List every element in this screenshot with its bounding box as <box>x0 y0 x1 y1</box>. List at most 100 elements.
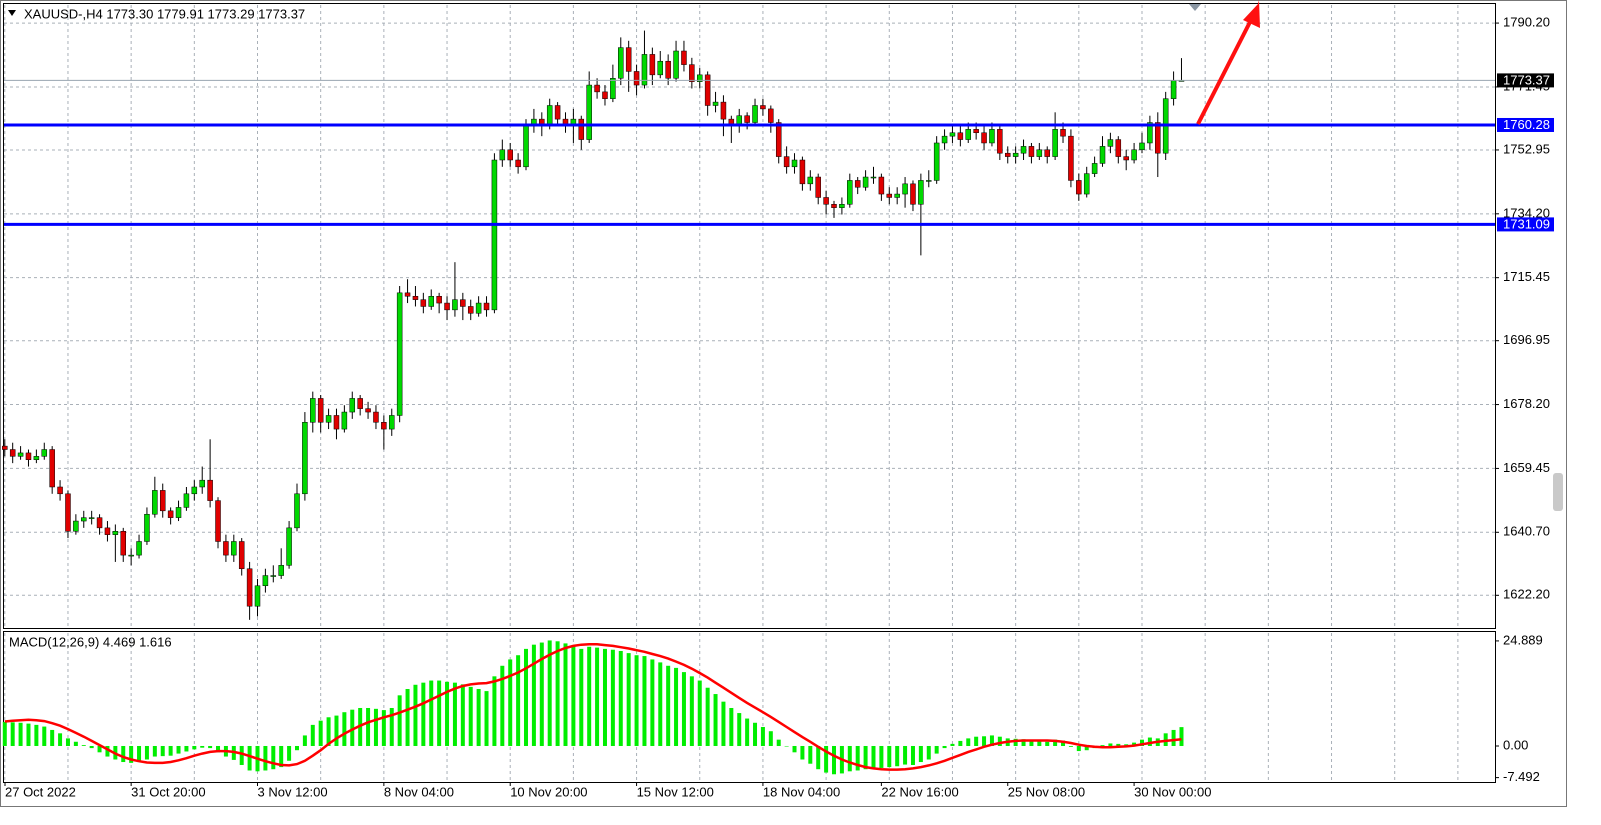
macd-bar <box>729 707 734 746</box>
macd-bar <box>650 659 655 746</box>
candle-body <box>88 517 95 519</box>
candle-body <box>41 449 48 457</box>
macd-bar <box>1076 745 1081 752</box>
macd-bar <box>413 684 418 746</box>
x-tick-label: 10 Nov 20:00 <box>510 784 587 799</box>
macd-pane <box>3 631 1496 783</box>
candle-body <box>649 54 656 76</box>
macd-bar <box>326 717 331 746</box>
candle-body <box>625 47 632 72</box>
candle-body <box>57 486 63 495</box>
candle-body <box>854 180 861 188</box>
candle-body <box>1091 163 1098 174</box>
candle-body <box>554 105 561 120</box>
level-label: 1760.28 <box>1503 117 1550 132</box>
macd-bar <box>863 745 868 770</box>
candle-body <box>73 520 79 532</box>
macd-bar <box>571 645 576 746</box>
candle-body <box>223 541 229 556</box>
candle-body <box>894 193 900 198</box>
macd-bar <box>816 745 821 770</box>
candle-body <box>957 132 964 140</box>
candle-body <box>499 149 506 161</box>
candle-body <box>365 408 371 413</box>
macd-bar <box>934 745 939 754</box>
candle-body <box>1115 139 1122 157</box>
macd-bar <box>689 676 694 746</box>
candle-body <box>460 299 466 307</box>
macd-bar <box>824 745 829 773</box>
macd-bar <box>121 745 126 763</box>
macd-bar <box>381 710 386 746</box>
macd-bar <box>618 650 623 746</box>
candle-body <box>768 108 774 123</box>
macd-bar <box>429 680 434 746</box>
macd-bar <box>184 745 189 752</box>
macd-bar <box>595 647 600 746</box>
candle-body <box>720 101 727 120</box>
candle-body <box>246 568 253 607</box>
candle-body <box>949 132 956 137</box>
macd-bar <box>713 694 718 746</box>
level-label: 1731.09 <box>1503 216 1550 231</box>
macd-bar <box>942 745 947 749</box>
candle-body <box>475 302 482 314</box>
candle-body <box>444 302 450 311</box>
candle-body <box>81 517 87 522</box>
macd-bar <box>832 745 837 775</box>
candle-body <box>775 122 782 157</box>
macd-bar <box>10 722 15 746</box>
macd-bar <box>168 745 173 756</box>
macd-bar <box>18 722 23 746</box>
candle-body <box>926 180 932 182</box>
candle-body <box>791 159 798 168</box>
macd-bar <box>524 648 529 746</box>
macd-bar <box>192 745 197 750</box>
candle-body <box>965 129 972 140</box>
macd-bar <box>926 745 931 760</box>
macd-bar <box>302 735 307 746</box>
macd-bar <box>334 715 339 746</box>
macd-bar <box>160 745 165 757</box>
candle-body <box>215 500 221 542</box>
candle-body <box>918 180 924 205</box>
macd-bar <box>1139 739 1144 746</box>
candle-body <box>744 115 750 123</box>
candle-body <box>1052 129 1058 157</box>
macd-bar <box>318 720 323 746</box>
candle-body <box>65 493 71 532</box>
x-tick-label: 27 Oct 2022 <box>5 784 76 799</box>
y-tick-label: 1790.20 <box>1503 15 1550 30</box>
macd-bar <box>445 681 450 746</box>
y-tick-label: 24.889 <box>1503 632 1543 647</box>
scroll-thumb[interactable] <box>1553 473 1563 511</box>
macd-bar <box>34 724 39 746</box>
macd-bar <box>721 701 726 746</box>
macd-bar <box>910 745 915 765</box>
macd-bar <box>563 643 568 746</box>
candle-body <box>610 78 616 99</box>
macd-bar <box>1037 740 1042 746</box>
macd-bar <box>89 745 94 749</box>
macd-bar <box>389 707 394 746</box>
candle-body <box>144 513 150 542</box>
macd-bar <box>950 743 955 746</box>
candle-body <box>641 54 648 86</box>
candle-body <box>436 295 442 304</box>
macd-bar <box>152 745 157 757</box>
candle-body <box>175 507 182 518</box>
candle-body <box>760 105 766 110</box>
candle-body <box>341 411 348 430</box>
candle-body <box>33 456 40 460</box>
macd-bar <box>958 740 963 746</box>
candle-body <box>673 50 679 79</box>
macd-bar <box>26 723 31 746</box>
macd-bar <box>81 745 86 746</box>
macd-bar <box>247 745 252 771</box>
candle-body <box>17 452 24 457</box>
candle-body <box>159 490 166 512</box>
macd-bar <box>1100 745 1105 746</box>
candle-body <box>1020 146 1027 154</box>
candle-body <box>1083 173 1090 195</box>
